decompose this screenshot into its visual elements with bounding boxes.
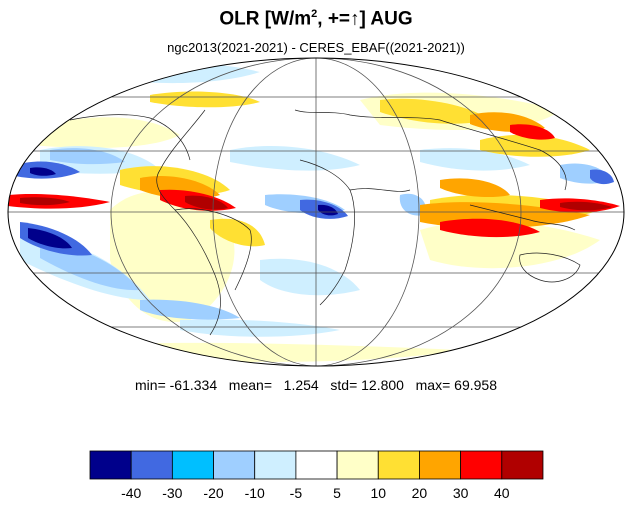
colorbar-box-2 <box>171 450 214 480</box>
colorbar-label-5: 5 <box>333 485 341 501</box>
colorbar-boxes <box>89 450 544 480</box>
title-text: OLR [W/m <box>219 8 312 30</box>
stat-mean-value: 1.254 <box>283 377 319 393</box>
stat-max-value: 69.958 <box>454 377 497 393</box>
stat-min-value: -61.334 <box>169 377 218 393</box>
colorbar-label-1: -30 <box>162 485 182 501</box>
colorbar-box-7 <box>377 450 420 480</box>
stat-std-value: 12.800 <box>361 377 404 393</box>
statistics-line: min= -61.334 mean= 1.254 std= 12.800 max… <box>0 377 632 393</box>
colorbar-label-3: -10 <box>245 485 265 501</box>
coastlines <box>69 109 581 336</box>
colorbar-label-6: 10 <box>370 485 386 501</box>
plot-title: OLR [W/m2, +=↑] AUG <box>0 8 632 30</box>
globe-border <box>7 57 625 367</box>
colorbar-labels: -40 -30 -20 -10 -5 5 10 20 30 40 <box>121 485 510 501</box>
colorbar-box-8 <box>419 450 462 480</box>
colorbar-box-6 <box>336 450 379 480</box>
colorbar-label-7: 20 <box>412 485 428 501</box>
colorbar-box-3 <box>213 450 256 480</box>
colorbar-box-9 <box>460 450 503 480</box>
colorbar-label-8: 30 <box>453 485 469 501</box>
stat-min-label: min= <box>135 377 166 393</box>
colorbar-label-4: -5 <box>290 485 303 501</box>
stat-mean-label: mean= <box>228 377 272 393</box>
colorbar-box-0 <box>89 450 132 480</box>
stat-std-label: std= <box>330 377 358 393</box>
colorbar-box-5 <box>295 450 338 480</box>
plot-subtitle: ngc2013(2021-2021) - CERES_EBAF((2021-20… <box>167 40 465 55</box>
up-arrow-icon: ↑ <box>350 8 360 30</box>
stat-max-label: max= <box>415 377 451 393</box>
title-text-suffix: ] AUG <box>359 8 413 30</box>
title-text-middle: , += <box>317 8 351 30</box>
colorbar-box-10 <box>501 450 544 480</box>
colorbar-label-9: 40 <box>494 485 510 501</box>
title-superscript: 2 <box>311 8 318 20</box>
colorbar-box-1 <box>130 450 173 480</box>
colorbar-label-2: -20 <box>203 485 223 501</box>
colorbar-box-4 <box>254 450 297 480</box>
colorbar-label-0: -40 <box>121 485 141 501</box>
